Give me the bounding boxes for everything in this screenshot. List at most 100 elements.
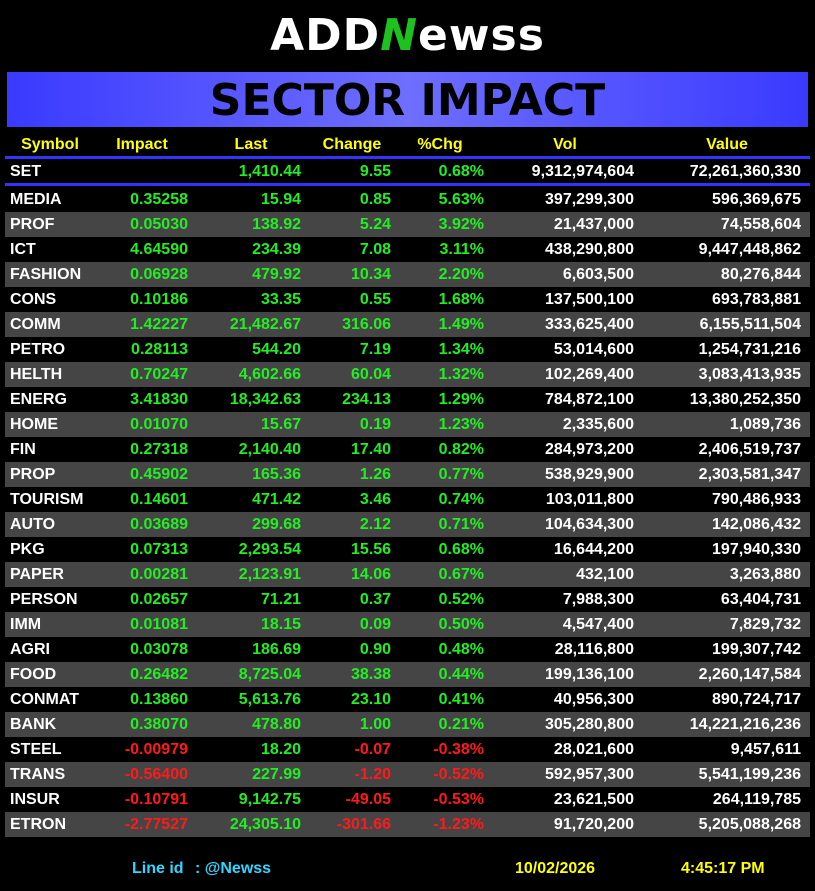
cell: 13,380,252,350 — [689, 391, 801, 408]
cell: 0.90 — [359, 641, 391, 658]
cell: ETRON — [10, 816, 66, 833]
cell: 0.13860 — [130, 691, 188, 708]
cell: 142,086,432 — [712, 516, 801, 533]
cell: 14,221,216,236 — [689, 716, 801, 733]
cell: 438,290,800 — [545, 241, 634, 258]
cell: 0.37 — [359, 591, 391, 608]
cell: 63,404,731 — [720, 591, 801, 608]
cell: -0.52% — [433, 766, 484, 783]
cell: 10.34 — [350, 266, 391, 283]
cell: STEEL — [10, 741, 62, 758]
cell: 16,644,200 — [553, 541, 634, 558]
cell: 1.49% — [438, 316, 484, 333]
cell: 23,621,500 — [553, 791, 634, 808]
cell: 15.67 — [260, 416, 301, 433]
cell: 4.64590 — [130, 241, 188, 258]
cell: 2,335,600 — [562, 416, 634, 433]
cell: 104,634,300 — [545, 516, 634, 533]
cell: 0.68% — [438, 541, 484, 558]
cell: 74,558,604 — [720, 216, 801, 233]
cell: 6,155,511,504 — [699, 316, 801, 333]
cell: 693,783,881 — [712, 291, 801, 308]
logo-part: ADD — [270, 10, 381, 61]
cell: TRANS — [10, 766, 66, 783]
cell: IMM — [10, 616, 42, 633]
set-row: SET 1,410.44 9.55 0.68% 9,312,974,604 72,261,… — [5, 159, 810, 184]
sector-row: FASHION 0.06928 479.92 10.34 2.20% 6,603,500 8… — [5, 262, 810, 287]
cell: 4,547,400 — [562, 616, 634, 633]
column-header: Last — [234, 136, 268, 153]
cell: 890,724,717 — [712, 691, 801, 708]
cell: 138.92 — [252, 216, 301, 233]
cell: 0.02657 — [130, 591, 188, 608]
cell: 24,305.10 — [229, 816, 301, 833]
cell: 2.12 — [359, 516, 391, 533]
cell: CONS — [10, 291, 57, 308]
cell: 165.36 — [252, 466, 301, 483]
cell: 186.69 — [252, 641, 301, 658]
cell: 18.20 — [260, 741, 301, 758]
cell: 5.63% — [438, 191, 484, 208]
cell: 1.34% — [438, 341, 484, 358]
cell: 103,011,800 — [545, 491, 634, 508]
cell: 5,541,199,236 — [698, 766, 801, 783]
cell: 316.06 — [342, 316, 391, 333]
cell: 1.68% — [438, 291, 484, 308]
cell: 9,142.75 — [238, 791, 301, 808]
cell: -0.38% — [433, 741, 484, 758]
cell: 15.56 — [350, 541, 391, 558]
cell: 9,312,974,604 — [531, 163, 634, 180]
sector-row: PROF 0.05030 138.92 5.24 3.92% 21,437,000 74,5… — [5, 212, 810, 237]
cell: -0.56400 — [124, 766, 188, 783]
cell: 0.19 — [359, 416, 391, 433]
cell: 1.42227 — [130, 316, 188, 333]
logo-part: ewss — [418, 10, 545, 61]
cell: FASHION — [10, 266, 82, 283]
cell: 9,457,611 — [730, 741, 801, 758]
cell: 784,872,100 — [545, 391, 634, 408]
cell: -1.23% — [433, 816, 484, 833]
cell: 3,263,880 — [729, 566, 801, 583]
sector-row: ICT 4.64590 234.39 7.08 3.11% 438,290,800 9,44… — [5, 237, 810, 262]
cell: 0.74% — [438, 491, 484, 508]
cell: AGRI — [10, 641, 50, 658]
sector-row: TOURISM 0.14601 471.42 3.46 0.74% 103,011,800… — [5, 487, 810, 512]
cell: 2,140.40 — [238, 441, 301, 458]
cell: 199,307,742 — [712, 641, 801, 658]
cell: 227.99 — [252, 766, 301, 783]
cell: 1.00 — [359, 716, 391, 733]
cell: 3,083,413,935 — [698, 366, 801, 383]
cell: 17.40 — [350, 441, 391, 458]
cell: -0.00979 — [124, 741, 188, 758]
cell: 71.21 — [260, 591, 301, 608]
cell: 3.92% — [438, 216, 484, 233]
cell: 18,342.63 — [229, 391, 301, 408]
sector-row: CONS 0.10186 33.35 0.55 1.68% 137,500,100 693,… — [5, 287, 810, 312]
cell: 0.82% — [438, 441, 484, 458]
cell: 28,021,600 — [553, 741, 634, 758]
cell: SET — [10, 163, 42, 180]
sector-row: ETRON -2.77527 24,305.10 -301.66 -1.23% 91,72… — [5, 812, 810, 837]
cell: 2,123.91 — [238, 566, 301, 583]
cell: 264,119,785 — [712, 791, 801, 808]
cell: 80,276,844 — [720, 266, 801, 283]
cell: 9,447,448,862 — [698, 241, 801, 258]
time: 4:45:17 PM — [681, 860, 765, 877]
cell: 72,261,360,330 — [689, 163, 801, 180]
cell: COMM — [10, 316, 61, 333]
cell: 0.10186 — [130, 291, 188, 308]
cell: 1.29% — [438, 391, 484, 408]
cell: 234.13 — [342, 391, 391, 408]
cell: 0.01070 — [130, 416, 188, 433]
cell: 0.44% — [438, 666, 484, 683]
cell: 0.05030 — [130, 216, 188, 233]
cell: 60.04 — [350, 366, 391, 383]
line-id: : @Newss — [195, 860, 272, 877]
cell: -49.05 — [345, 791, 391, 808]
sector-row: HELTH 0.70247 4,602.66 60.04 1.32% 102,269,40… — [5, 362, 810, 387]
cell: 7.08 — [359, 241, 391, 258]
column-header: %Chg — [417, 136, 463, 153]
cell: 0.21% — [438, 716, 484, 733]
cell: HOME — [10, 416, 58, 433]
